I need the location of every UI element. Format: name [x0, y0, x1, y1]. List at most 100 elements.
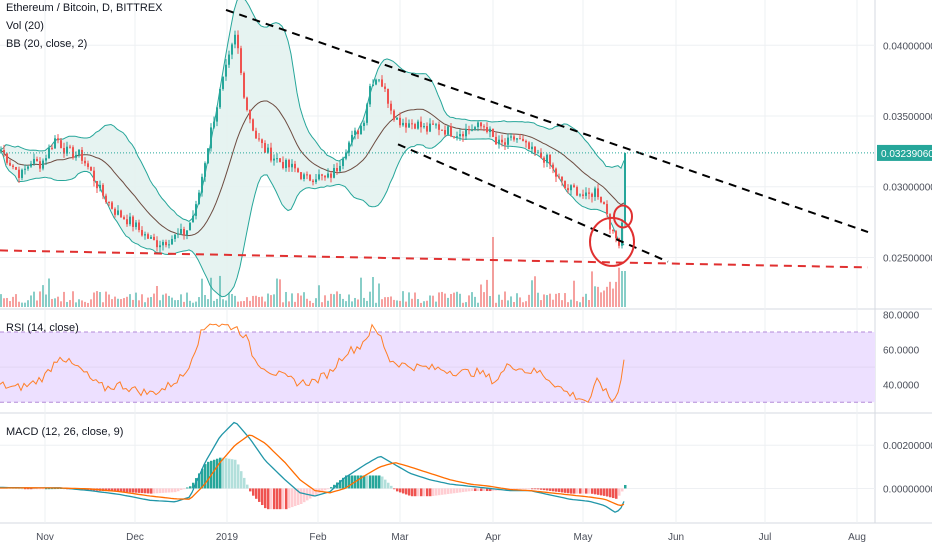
candle-body: [522, 138, 524, 141]
candle-body: [423, 126, 425, 128]
macd-histogram-bar: [438, 488, 441, 496]
candle-body: [78, 149, 80, 155]
macd-histogram-bar: [405, 488, 408, 495]
macd-histogram-bar: [546, 488, 549, 491]
candle-body: [489, 128, 491, 133]
volume-bar: [444, 293, 446, 307]
volume-bar: [435, 301, 437, 307]
candle-body: [519, 138, 521, 140]
candle-body: [408, 123, 410, 128]
volume-bar: [516, 293, 518, 307]
candle-body: [369, 86, 371, 105]
candle-body: [186, 230, 188, 235]
candle-body: [300, 172, 302, 179]
macd-histogram-bar: [360, 475, 363, 489]
macd-histogram-bar: [612, 488, 615, 499]
macd-histogram-bar: [435, 488, 438, 496]
macd-histogram-bar: [396, 488, 399, 492]
candle-body: [588, 192, 590, 194]
volume-bar: [90, 299, 92, 307]
macd-histogram-bar: [549, 488, 552, 491]
candle-body: [240, 48, 242, 73]
rsi-pane-label[interactable]: RSI (14, close): [6, 322, 79, 334]
macd-histogram-bar: [138, 488, 141, 493]
candle-body: [570, 185, 572, 191]
candle-body: [543, 157, 545, 163]
candle-body: [621, 222, 623, 246]
volume-bar: [438, 292, 440, 307]
candle-body: [102, 184, 104, 196]
highlight-circle[interactable]: [589, 216, 635, 267]
macd-histogram-bar: [618, 488, 621, 496]
bollinger-bands-label[interactable]: BB (20, close, 2): [6, 38, 88, 50]
candle-body: [471, 129, 473, 131]
volume-bar: [87, 302, 89, 307]
volume-bar: [144, 302, 146, 307]
candle-body: [576, 187, 578, 196]
macd-histogram-bar: [345, 475, 348, 489]
last-price-label: 0.03239060: [881, 149, 932, 160]
macd-histogram-bar: [273, 488, 276, 510]
volume-bar: [225, 300, 227, 307]
macd-histogram-bar: [291, 488, 294, 508]
bollinger-lower-band: [0, 134, 625, 298]
candle-body: [549, 154, 551, 165]
candle-body: [405, 122, 407, 128]
macd-histogram-bar: [186, 487, 189, 489]
candle-body: [477, 122, 479, 128]
volume-bar: [60, 301, 62, 307]
descending-trendline[interactable]: [225, 8, 869, 233]
candle-body: [600, 197, 602, 203]
volume-bar: [249, 300, 251, 307]
macd-histogram-bar: [453, 488, 456, 494]
volume-bar: [570, 299, 572, 307]
descending-trendline[interactable]: [397, 143, 669, 263]
volume-bar: [135, 292, 137, 307]
support-line[interactable]: [0, 249, 869, 269]
volume-bar: [429, 295, 431, 307]
macd-histogram-bar: [555, 488, 558, 492]
volume-bar: [525, 301, 527, 307]
volume-bar: [432, 295, 434, 307]
volume-bar: [258, 296, 260, 307]
macd-histogram-bar: [447, 488, 450, 495]
candle-body: [195, 204, 197, 216]
macd-histogram-bar: [429, 488, 432, 497]
volume-bar: [336, 291, 338, 307]
candle-body: [480, 122, 482, 127]
time-axis-tick: Feb: [309, 532, 327, 543]
volume-bar: [312, 302, 314, 307]
last-price-tag[interactable]: [877, 144, 932, 161]
candle-body: [531, 146, 533, 150]
volume-bar: [480, 284, 482, 307]
volume-bar: [348, 294, 350, 307]
volume-bar: [252, 295, 254, 307]
macd-histogram-bar: [480, 488, 483, 492]
macd-histogram-bar: [534, 488, 537, 490]
volume-bar: [192, 302, 194, 307]
candle-body: [612, 229, 614, 232]
candle-body: [465, 129, 467, 137]
macd-histogram-bar: [126, 488, 129, 493]
macd-histogram-bar: [420, 488, 423, 497]
volume-indicator-label[interactable]: Vol (20): [6, 20, 44, 32]
highlight-circle[interactable]: [613, 204, 633, 229]
macd-pane-label[interactable]: MACD (12, 26, close, 9): [6, 426, 124, 438]
volume-bar: [243, 301, 245, 307]
volume-bar: [6, 297, 8, 307]
macd-histogram-bar: [579, 488, 582, 494]
candle-body: [357, 130, 359, 135]
volume-bar: [600, 292, 602, 307]
volume-bar: [531, 280, 533, 307]
volume-bar: [222, 299, 224, 307]
candle-body: [468, 129, 470, 131]
volume-bar: [468, 295, 470, 307]
candle-body: [540, 152, 542, 158]
macd-histogram-bar: [417, 488, 420, 497]
candle-body: [486, 127, 488, 133]
volume-bar: [585, 293, 587, 307]
macd-histogram-bar: [450, 488, 453, 494]
macd-histogram-bar: [168, 488, 171, 493]
macd-histogram-bar: [384, 479, 387, 489]
